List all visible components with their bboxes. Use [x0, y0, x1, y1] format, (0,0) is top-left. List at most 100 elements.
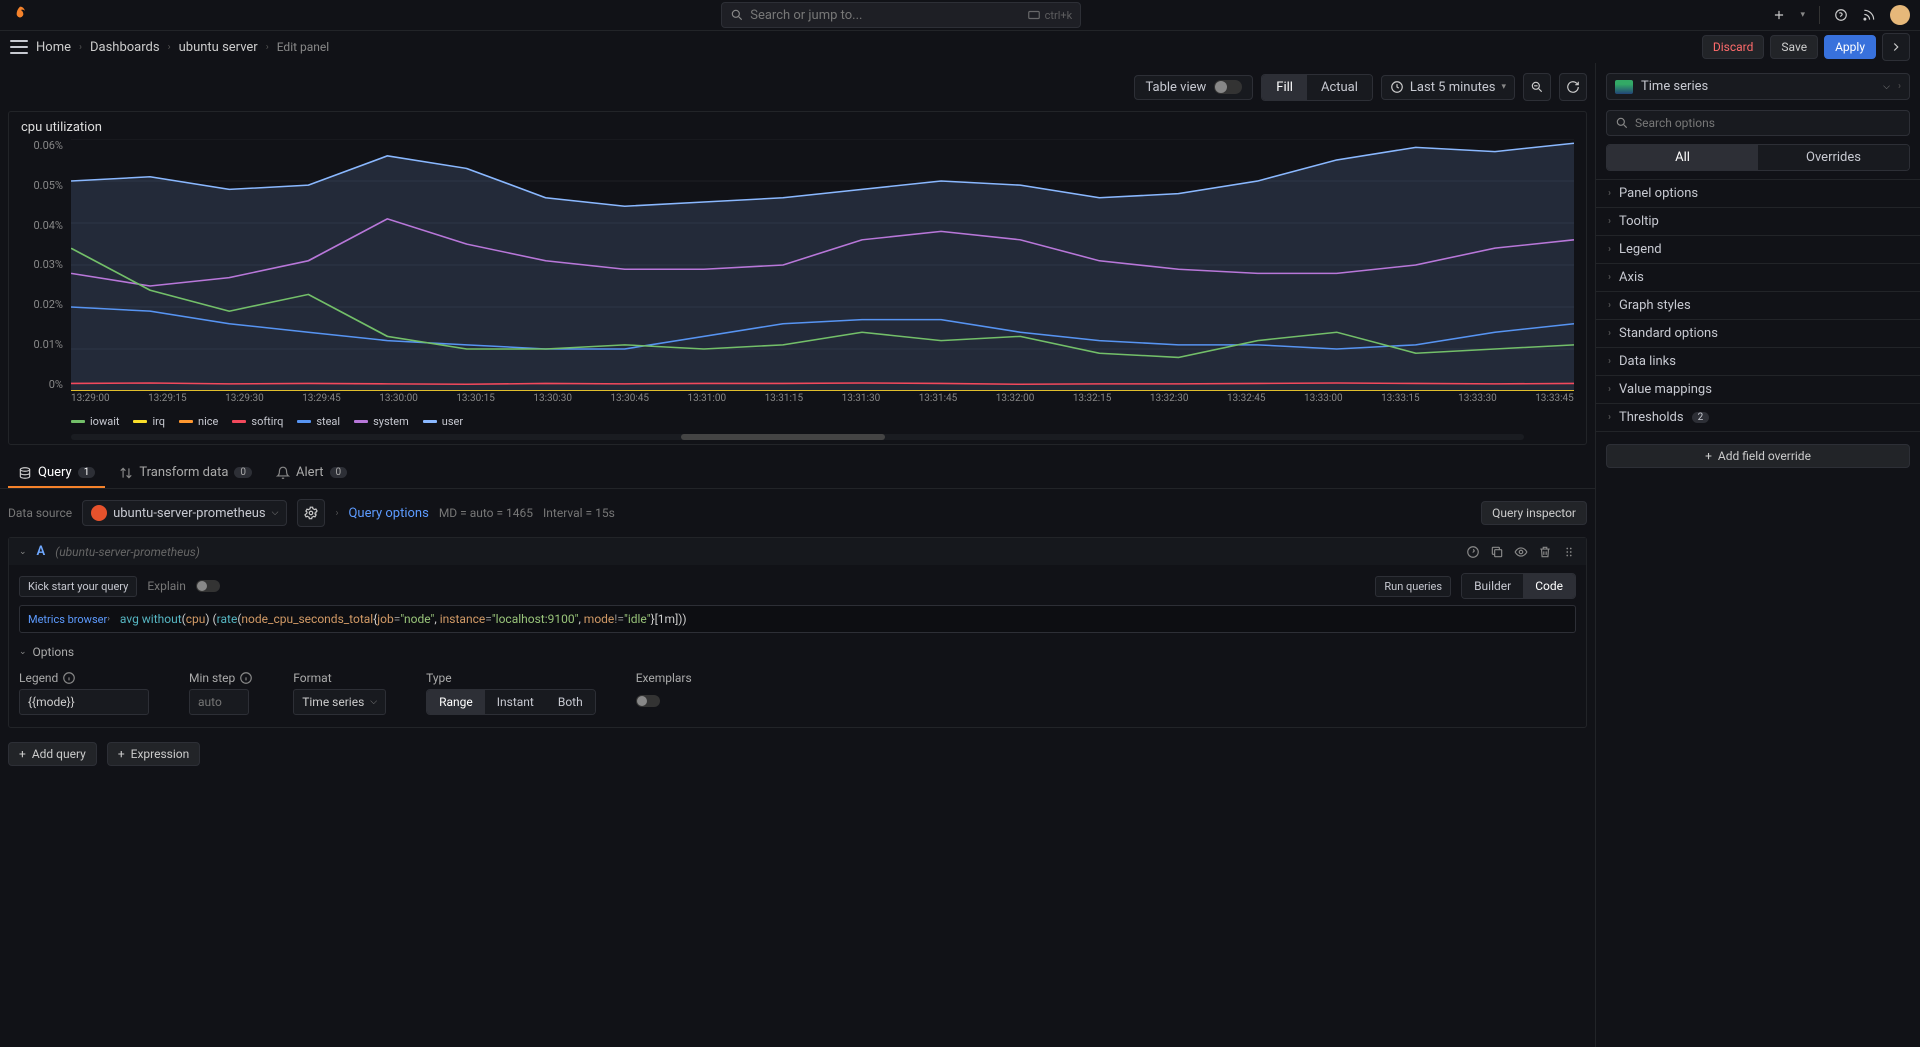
minstep-label: Min step	[189, 671, 253, 685]
section-item[interactable]: ›Data links	[1596, 348, 1920, 376]
metrics-browser-link[interactable]: Metrics browser ›	[28, 612, 110, 626]
format-select[interactable]: Time series ⌵	[293, 689, 386, 715]
legend-item[interactable]: nice	[179, 415, 218, 428]
query-row-header[interactable]: ⌄ A (ubuntu-server-prometheus)	[9, 538, 1586, 565]
time-range-picker[interactable]: Last 5 minutes ▾	[1381, 75, 1515, 100]
drag-icon[interactable]	[1562, 545, 1576, 559]
query-expression[interactable]: avg without(cpu) (rate(node_cpu_seconds_…	[120, 612, 687, 626]
format-label: Format	[293, 671, 386, 685]
hscroll-thumb[interactable]	[681, 434, 884, 440]
menu-toggle[interactable]	[10, 40, 28, 54]
trash-icon[interactable]	[1538, 545, 1552, 559]
zoom-out-icon[interactable]	[1523, 73, 1551, 101]
kickstart-button[interactable]: Kick start your query	[19, 576, 137, 597]
fill-actual-segment: Fill Actual	[1261, 74, 1373, 101]
section-item[interactable]: ›Tooltip	[1596, 208, 1920, 236]
fill-option[interactable]: Fill	[1262, 75, 1307, 100]
section-thresholds[interactable]: › Thresholds 2	[1596, 404, 1920, 432]
explain-switch[interactable]	[196, 580, 220, 592]
add-icon[interactable]	[1772, 8, 1786, 22]
legend-input[interactable]	[19, 689, 149, 715]
add-override-button[interactable]: + Add field override	[1606, 444, 1910, 468]
run-queries-button[interactable]: Run queries	[1375, 576, 1451, 597]
refresh-icon[interactable]	[1559, 73, 1587, 101]
section-item[interactable]: ›Standard options	[1596, 320, 1920, 348]
exemplars-label: Exemplars	[636, 671, 692, 685]
query-options-link[interactable]: Query options	[348, 506, 428, 521]
search-icon	[730, 8, 744, 22]
type-range[interactable]: Range	[427, 690, 485, 714]
rss-icon[interactable]	[1862, 8, 1876, 22]
save-button[interactable]: Save	[1770, 35, 1818, 59]
query-editor[interactable]: Metrics browser › avg without(cpu) (rate…	[19, 605, 1576, 633]
chart-panel: cpu utilization 0.06%0.05%0.04%0.03%0.02…	[8, 111, 1587, 445]
avatar[interactable]	[1890, 5, 1910, 25]
exemplars-switch[interactable]	[636, 695, 660, 707]
timeseries-icon	[1615, 80, 1633, 94]
chevron-down-icon[interactable]: ⌄	[19, 547, 27, 557]
legend-item[interactable]: steal	[297, 415, 340, 428]
section-item[interactable]: ›Value mappings	[1596, 376, 1920, 404]
code-option[interactable]: Code	[1523, 574, 1575, 598]
builder-option[interactable]: Builder	[1462, 574, 1523, 598]
tab-alert[interactable]: Alert 0	[266, 459, 357, 488]
visualization-picker[interactable]: Time series ⌵ ›	[1606, 73, 1910, 100]
x-axis: 13:29:0013:29:1513:29:3013:29:4513:30:00…	[71, 393, 1574, 409]
duplicate-icon[interactable]	[1490, 545, 1504, 559]
section-item[interactable]: ›Axis	[1596, 264, 1920, 292]
section-item[interactable]: ›Panel options	[1596, 180, 1920, 208]
type-segment: Range Instant Both	[426, 689, 596, 715]
legend-item[interactable]: user	[423, 415, 463, 428]
options-search[interactable]: Search options	[1606, 110, 1910, 136]
minstep-input[interactable]	[189, 689, 249, 715]
crumb-home[interactable]: Home	[36, 40, 71, 55]
info-icon[interactable]	[62, 671, 76, 685]
query-inspector-button[interactable]: Query inspector	[1481, 501, 1587, 525]
datasource-label: Data source	[8, 506, 72, 520]
legend-item[interactable]: system	[354, 415, 409, 428]
query-toolbar: Data source ubuntu-server-prometheus ⌵ ›…	[0, 489, 1595, 537]
query-interval: Interval = 15s	[543, 506, 615, 520]
datasource-settings-icon[interactable]	[297, 499, 325, 527]
help-icon[interactable]	[1834, 8, 1848, 22]
table-view-switch[interactable]	[1214, 80, 1242, 94]
options-sidebar: Time series ⌵ › Search options All Overr…	[1595, 63, 1920, 1047]
legend-item[interactable]: softirq	[232, 415, 283, 428]
actual-option[interactable]: Actual	[1307, 75, 1372, 100]
add-query-button[interactable]: + Add query	[8, 742, 97, 766]
query-help-icon[interactable]	[1466, 545, 1480, 559]
options-tabs: All Overrides	[1606, 144, 1910, 171]
tab-transform[interactable]: Transform data 0	[109, 459, 262, 488]
editor-tabs: Query 1 Transform data 0 Alert 0	[0, 445, 1595, 489]
eye-icon[interactable]	[1514, 545, 1528, 559]
add-caret[interactable]: ▾	[1800, 10, 1805, 20]
table-view-toggle[interactable]: Table view	[1134, 75, 1253, 100]
discard-button[interactable]: Discard	[1702, 35, 1765, 59]
tab-all[interactable]: All	[1607, 145, 1758, 170]
plot[interactable]	[71, 139, 1574, 391]
clock-icon	[1390, 80, 1404, 94]
info-icon[interactable]	[239, 671, 253, 685]
crumb-dashboards[interactable]: Dashboards	[90, 40, 160, 55]
crumb-dashboard[interactable]: ubuntu server	[179, 40, 258, 55]
legend-item[interactable]: iowait	[71, 415, 119, 428]
apply-button[interactable]: Apply	[1824, 35, 1876, 59]
global-search[interactable]: Search or jump to... ctrl+k	[721, 2, 1081, 28]
type-instant[interactable]: Instant	[485, 690, 546, 714]
grafana-logo[interactable]	[10, 5, 30, 25]
panel-toolbar: Table view Fill Actual Last 5 minutes ▾	[0, 63, 1595, 111]
chart-area[interactable]: 0.06%0.05%0.04%0.03%0.02%0.01%0% 13:29:0…	[21, 139, 1574, 409]
add-expression-button[interactable]: + Expression	[107, 742, 200, 766]
y-axis: 0.06%0.05%0.04%0.03%0.02%0.01%0%	[21, 139, 67, 391]
chart-hscroll[interactable]	[71, 434, 1524, 440]
tab-query[interactable]: Query 1	[8, 459, 105, 488]
legend-item[interactable]: irq	[133, 415, 165, 428]
section-item[interactable]: ›Legend	[1596, 236, 1920, 264]
tab-overrides[interactable]: Overrides	[1758, 145, 1909, 170]
options-toggle[interactable]: ⌄ Options	[19, 641, 1576, 663]
section-item[interactable]: ›Graph styles	[1596, 292, 1920, 320]
collapse-right-icon[interactable]	[1882, 33, 1910, 61]
search-placeholder: Search or jump to...	[750, 8, 862, 23]
type-both[interactable]: Both	[546, 690, 595, 714]
datasource-select[interactable]: ubuntu-server-prometheus ⌵	[82, 500, 287, 526]
